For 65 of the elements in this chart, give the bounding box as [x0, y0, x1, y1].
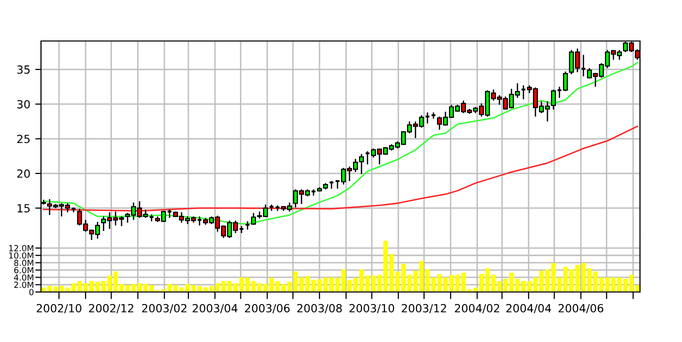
bar: [383, 240, 388, 292]
x-tick-label: 2004/04: [506, 304, 552, 314]
y-tick-label: 6.0M: [14, 267, 34, 274]
bar: [401, 264, 406, 292]
bar: [509, 272, 514, 292]
x-tick-label: 2003/10: [350, 304, 394, 314]
bar: [215, 283, 220, 292]
bar: [575, 264, 580, 292]
bar: [371, 276, 376, 292]
bar: [461, 272, 466, 292]
bar: [293, 271, 298, 292]
y-tick-label: 4.0M: [14, 274, 34, 281]
bar: [395, 271, 400, 292]
bar: [233, 283, 238, 292]
bar: [341, 269, 346, 292]
y-tick-label: 25: [17, 134, 30, 144]
bar: [257, 283, 262, 292]
bar: [539, 270, 544, 292]
y-tick-label: 20: [17, 169, 30, 178]
bar: [551, 263, 556, 292]
bar: [137, 283, 142, 292]
y-tick-label: 8.0M: [14, 260, 34, 266]
y-tick-label: 10.0M: [9, 252, 34, 259]
bar: [419, 260, 424, 292]
bar: [425, 269, 430, 292]
bar: [305, 276, 310, 292]
bar: [593, 271, 598, 292]
y-tick-label: 35: [17, 65, 30, 74]
x-tick-label: 2003/04: [192, 304, 238, 314]
x-tick-label: 2002/10: [36, 304, 82, 314]
bar: [569, 269, 574, 292]
bar: [581, 263, 586, 292]
bar: [359, 269, 364, 292]
bar: [95, 282, 100, 292]
bar: [563, 267, 568, 292]
bar: [287, 282, 292, 292]
x-tick-label: 2003/06: [244, 304, 290, 314]
y-tick-label: 0: [29, 288, 34, 296]
x-tick-label: 2004/06: [558, 304, 604, 314]
bar: [71, 283, 76, 292]
bar: [83, 283, 88, 292]
x-tick-label: 2002/12: [89, 304, 134, 314]
y-tick-label: 15: [18, 204, 30, 212]
bar: [479, 274, 484, 292]
bar: [437, 274, 442, 292]
y-tick-label: 2.0M: [14, 282, 34, 288]
x-tick-label: 2003/02: [142, 304, 186, 314]
bar: [413, 270, 418, 292]
bar: [485, 268, 490, 292]
y-tick-label: 12.0M: [9, 245, 34, 252]
bar: [545, 269, 550, 292]
bar: [335, 278, 340, 292]
bar: [317, 279, 322, 292]
bar: [107, 276, 112, 292]
bar: [269, 278, 274, 292]
bar: [365, 276, 370, 292]
x-tick-label: 2003/08: [297, 304, 342, 314]
bar: [113, 271, 118, 292]
x-tick-label: 2003/12: [402, 304, 446, 314]
bar: [389, 254, 394, 292]
candlestick: [359, 153, 364, 175]
y-tick-label: 30: [17, 100, 30, 108]
bar: [587, 268, 592, 292]
x-tick-label: 2004/02: [454, 304, 500, 314]
bar: [353, 278, 358, 292]
